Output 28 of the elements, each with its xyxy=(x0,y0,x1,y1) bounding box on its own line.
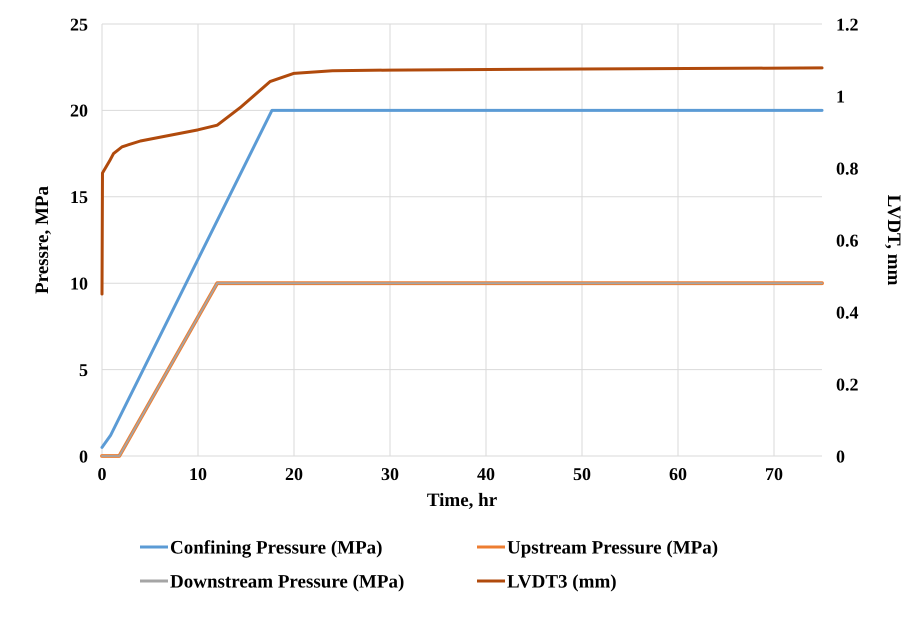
x-tick-label: 20 xyxy=(285,464,303,484)
y2-axis-title: LVDT, mm xyxy=(883,194,904,286)
y-tick-label: 15 xyxy=(70,187,88,208)
y2-tick-label: 0.4 xyxy=(836,302,858,322)
y2-tick-label: 0 xyxy=(836,446,845,466)
x-tick-label: 70 xyxy=(765,464,783,484)
y2-tick-label: 1 xyxy=(836,86,845,106)
y2-tick-label: 0.6 xyxy=(836,230,858,250)
x-axis-title: Time, hr xyxy=(426,490,498,511)
legend-label: Downstream Pressure (MPa) xyxy=(170,572,404,593)
y-tick-label: 10 xyxy=(70,274,88,294)
y2-tick-label: 1.2 xyxy=(836,14,858,34)
y-tick-label: 25 xyxy=(70,14,88,34)
legend-label: LVDT3 (mm) xyxy=(507,572,617,593)
y2-tick-label: 0.8 xyxy=(836,158,858,178)
y-tick-label: 5 xyxy=(79,360,88,380)
y-tick-label: 0 xyxy=(79,446,88,466)
x-tick-label: 0 xyxy=(98,464,106,484)
x-tick-label: 30 xyxy=(381,464,399,484)
x-tick-label: 40 xyxy=(477,464,495,484)
y-tick-label: 20 xyxy=(70,100,88,121)
legend-label: Confining Pressure (MPa) xyxy=(170,538,383,559)
legend-label: Upstream Pressure (MPa) xyxy=(507,538,718,559)
x-tick-label: 60 xyxy=(669,464,687,484)
x-tick-label: 10 xyxy=(189,464,207,484)
x-tick-label: 50 xyxy=(573,464,591,484)
y2-tick-label: 0.2 xyxy=(836,374,858,394)
y-axis-title: Pressre, MPa xyxy=(32,186,53,294)
